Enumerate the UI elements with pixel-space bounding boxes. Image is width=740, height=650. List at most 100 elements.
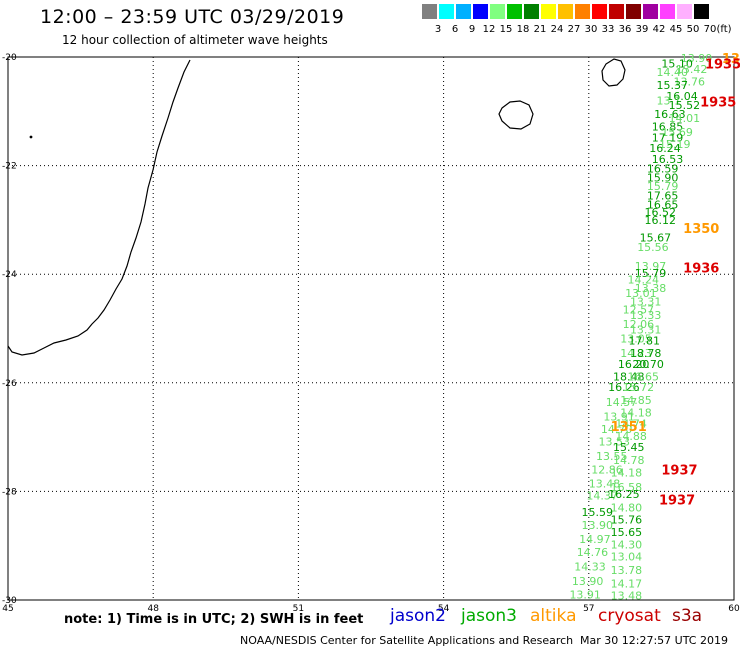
- wave-height-value: 15.90: [647, 172, 679, 185]
- legend-label: 70: [703, 24, 717, 35]
- wave-height-value: 12.57: [623, 303, 655, 316]
- legend-swatch: [694, 4, 709, 19]
- islet-shape: [29, 135, 33, 139]
- lon-tick-label: 48: [147, 604, 159, 614]
- wave-height-value: 15.59: [582, 506, 614, 519]
- wave-height-value: 15.37: [657, 79, 689, 92]
- legend-jason3: jason3: [461, 606, 517, 626]
- legend-swatch: [490, 4, 505, 19]
- legend-swatch: [592, 4, 607, 19]
- pass-time-label: 1937: [661, 464, 697, 479]
- wave-height-value: 14.24: [628, 274, 660, 287]
- wave-height-value: 13.33: [630, 309, 662, 322]
- legend-swatch: [558, 4, 573, 19]
- wave-height-value: 14.18: [620, 407, 652, 420]
- wave-height-value: 15.72: [623, 381, 655, 394]
- wave-height-value: 16.24: [649, 142, 681, 155]
- legend-label: 36: [618, 24, 632, 35]
- wave-height-value: 12.86: [591, 464, 623, 477]
- lon-tick-label: 51: [293, 604, 304, 614]
- reunion-island: [498, 100, 534, 130]
- wave-height-value: 17.65: [647, 189, 679, 202]
- pass-time-label: 1935: [700, 96, 736, 111]
- wave-height-value: 14.85: [620, 394, 652, 407]
- wave-height-value: 14.76: [577, 546, 609, 559]
- lon-tick-label: 57: [583, 604, 594, 614]
- lon-tick-label: 60: [728, 604, 740, 614]
- wave-height-value: 15.76: [611, 514, 643, 527]
- pass-time-label: 1350: [683, 222, 719, 237]
- wave-height-value: 14.30: [611, 539, 643, 552]
- wave-height-value: 18.78: [630, 347, 662, 360]
- wave-height-value: 14.88: [615, 430, 647, 443]
- wave-height-value: 13.48: [589, 477, 621, 490]
- wave-height-value: 13.90: [582, 519, 614, 532]
- wave-height-value: 13.42: [676, 63, 708, 76]
- wave-height-value: 14.70: [601, 423, 633, 436]
- wave-height-value: 16.26: [608, 381, 640, 394]
- wave-height-value: 13.91: [569, 589, 601, 602]
- wave-height-value: 17.81: [628, 334, 660, 347]
- wave-height-value: 20.70: [632, 358, 664, 371]
- wave-height-value: 16.25: [608, 488, 640, 501]
- wave-height-value: 13.01: [625, 287, 657, 300]
- lat-tick-label: -28: [2, 487, 17, 497]
- wave-height-value: 13.90: [681, 52, 713, 65]
- wave-height-value: 15.79: [647, 180, 679, 193]
- legend-swatch: [575, 4, 590, 19]
- wave-height-value: 13.76: [674, 75, 706, 88]
- pass-time-label: 1351: [611, 420, 647, 435]
- legend-s3a: s3a: [672, 606, 703, 626]
- map-frame: [7, 56, 735, 601]
- wave-height-value: 14.17: [611, 578, 643, 591]
- wave-height-value: 16.58: [611, 481, 643, 494]
- wave-height-value: 13.53: [598, 435, 630, 448]
- legend-swatch: [456, 4, 471, 19]
- wave-height-value: 14.33: [574, 560, 606, 573]
- wave-height-value: 16.53: [652, 153, 684, 166]
- legend-label: 3: [434, 24, 442, 35]
- mauritius-island: [601, 58, 626, 87]
- page-subtitle: 12 hour collection of altimeter wave hei…: [62, 33, 328, 47]
- legend-unit: (ft): [716, 24, 732, 35]
- wave-height-value: 14.40: [657, 66, 689, 79]
- wave-height-value: 16.20: [618, 358, 650, 371]
- wave-height-value: 17.19: [652, 131, 684, 144]
- legend-label: 42: [652, 24, 666, 35]
- legend-label: 12: [482, 24, 496, 35]
- legend-swatch: [677, 4, 692, 19]
- lon-tick-label: 54: [438, 604, 450, 614]
- legend-swatch: [609, 4, 624, 19]
- legend-swatch: [626, 4, 641, 19]
- generated-timestamp: Mar 30 12:27:57 UTC 2019: [580, 634, 728, 647]
- lat-tick-label: -20: [2, 53, 17, 63]
- legend-label: 24: [550, 24, 564, 35]
- lat-tick-label: -26: [2, 379, 17, 389]
- legend-label: 15: [499, 24, 513, 35]
- wave-height-value: 13.05: [620, 332, 652, 345]
- legend-label: 39: [635, 24, 649, 35]
- legend-label: 9: [468, 24, 476, 35]
- wave-height-value: 15.65: [611, 526, 643, 539]
- legend-label: 18: [516, 24, 530, 35]
- wave-height-value: 16.65: [628, 370, 660, 383]
- wave-height-value: 13.97: [635, 260, 667, 273]
- legend-label: 45: [669, 24, 683, 35]
- wave-height-value: 13.90: [572, 575, 604, 588]
- wave-height-value: 12.06: [623, 318, 655, 331]
- wave-height-value: 14.80: [611, 502, 643, 515]
- wave-height-value: 13.48: [611, 590, 643, 603]
- wave-height-value: 15.19: [659, 138, 691, 151]
- wave-height-value: 13.31: [630, 295, 662, 308]
- lat-tick-label: -24: [2, 270, 17, 280]
- wave-height-value: 14.01: [669, 112, 701, 125]
- legend-swatch: [643, 4, 658, 19]
- lon-tick-label: 45: [2, 604, 13, 614]
- legend-label: 50: [686, 24, 700, 35]
- legend-label: 27: [567, 24, 581, 35]
- wave-height-value: 13.91: [603, 410, 635, 423]
- wave-height-value: 16.63: [654, 108, 686, 121]
- pass-time-label: 13: [722, 52, 740, 67]
- legend-swatch: [439, 4, 454, 19]
